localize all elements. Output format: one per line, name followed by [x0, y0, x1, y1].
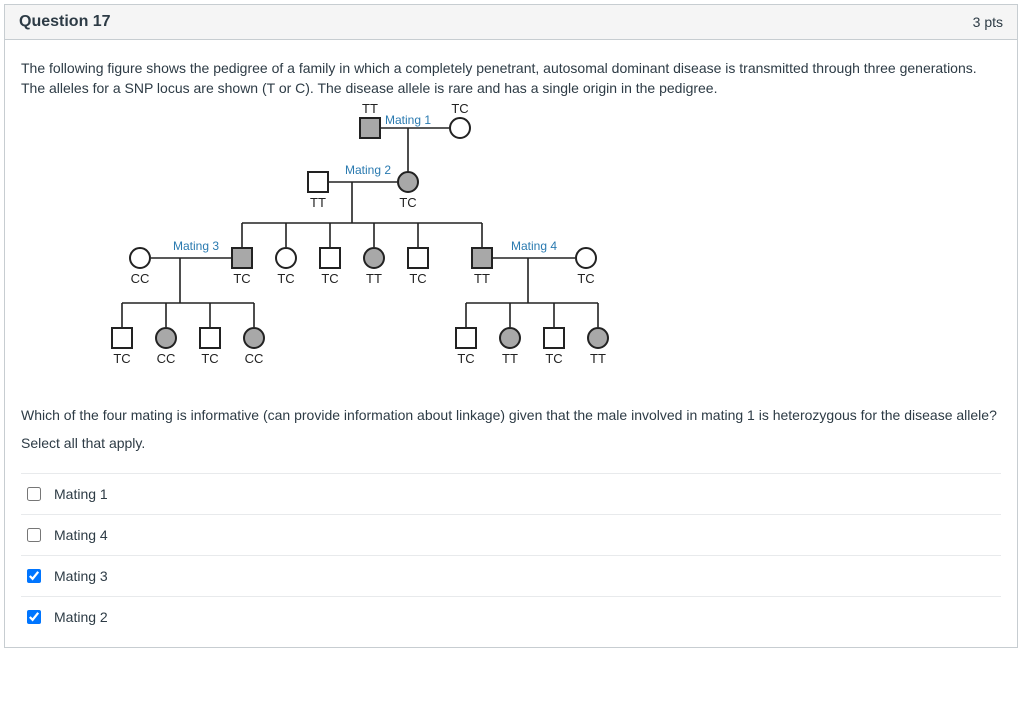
- genotype-label: CC: [234, 351, 274, 366]
- pedigree-node: [397, 171, 419, 193]
- genotype-label: TT: [578, 351, 618, 366]
- question-body: The following figure shows the pedigree …: [5, 40, 1017, 647]
- answer-checkbox[interactable]: [27, 569, 41, 583]
- pedigree-node: [155, 327, 177, 349]
- answer-label: Mating 3: [54, 568, 108, 584]
- pedigree-node: [275, 247, 297, 269]
- pedigree-node: [319, 247, 341, 269]
- question-container: Question 17 3 pts The following figure s…: [4, 4, 1018, 648]
- genotype-label: TC: [398, 271, 438, 286]
- genotype-label: TC: [534, 351, 574, 366]
- pedigree-node: [307, 171, 329, 193]
- answer-checkbox[interactable]: [27, 528, 41, 542]
- genotype-label: TC: [310, 271, 350, 286]
- mating-label: Mating 1: [385, 113, 431, 127]
- answer-checkbox[interactable]: [27, 487, 41, 501]
- pedigree-node: [455, 327, 477, 349]
- pedigree-node: [407, 247, 429, 269]
- pedigree-node: [449, 117, 471, 139]
- pedigree-node: [499, 327, 521, 349]
- pedigree-figure: TTTCTTTCCCTCTCTCTTTCTTTCTCCCTCCCTCTTTCTT…: [79, 107, 719, 387]
- pedigree-node: [231, 247, 253, 269]
- pedigree-node: [359, 117, 381, 139]
- mating-label: Mating 4: [511, 239, 557, 253]
- question-header: Question 17 3 pts: [5, 5, 1017, 40]
- genotype-label: TC: [388, 195, 428, 210]
- genotype-label: TC: [446, 351, 486, 366]
- genotype-label: TT: [350, 101, 390, 116]
- question-text-1: The following figure shows the pedigree …: [21, 58, 1001, 99]
- mating-label: Mating 2: [345, 163, 391, 177]
- question-title: Question 17: [19, 13, 111, 31]
- pedigree-node: [543, 327, 565, 349]
- pedigree-node: [363, 247, 385, 269]
- answer-label: Mating 1: [54, 486, 108, 502]
- answer-option[interactable]: Mating 4: [21, 514, 1001, 555]
- pedigree-node: [471, 247, 493, 269]
- answer-option[interactable]: Mating 2: [21, 596, 1001, 637]
- pedigree-node: [243, 327, 265, 349]
- answer-option[interactable]: Mating 1: [21, 473, 1001, 514]
- genotype-label: TT: [354, 271, 394, 286]
- answer-label: Mating 2: [54, 609, 108, 625]
- genotype-label: TC: [566, 271, 606, 286]
- pedigree-node: [129, 247, 151, 269]
- answer-checkbox[interactable]: [27, 610, 41, 624]
- genotype-label: TC: [266, 271, 306, 286]
- answer-option[interactable]: Mating 3: [21, 555, 1001, 596]
- genotype-label: CC: [120, 271, 160, 286]
- genotype-label: TC: [222, 271, 262, 286]
- pedigree-node: [587, 327, 609, 349]
- mating-label: Mating 3: [173, 239, 219, 253]
- question-text-2: Which of the four mating is informative …: [21, 405, 1001, 425]
- pedigree-node: [111, 327, 133, 349]
- genotype-label: TT: [462, 271, 502, 286]
- genotype-label: TC: [102, 351, 142, 366]
- answer-label: Mating 4: [54, 527, 108, 543]
- pedigree-node: [199, 327, 221, 349]
- genotype-label: TT: [490, 351, 530, 366]
- genotype-label: TC: [440, 101, 480, 116]
- genotype-label: TC: [190, 351, 230, 366]
- genotype-label: CC: [146, 351, 186, 366]
- pedigree-node: [575, 247, 597, 269]
- select-all-label: Select all that apply.: [21, 435, 1001, 451]
- answer-list: Mating 1 Mating 4 Mating 3 Mating 2: [21, 473, 1001, 637]
- genotype-label: TT: [298, 195, 338, 210]
- question-points: 3 pts: [973, 14, 1003, 30]
